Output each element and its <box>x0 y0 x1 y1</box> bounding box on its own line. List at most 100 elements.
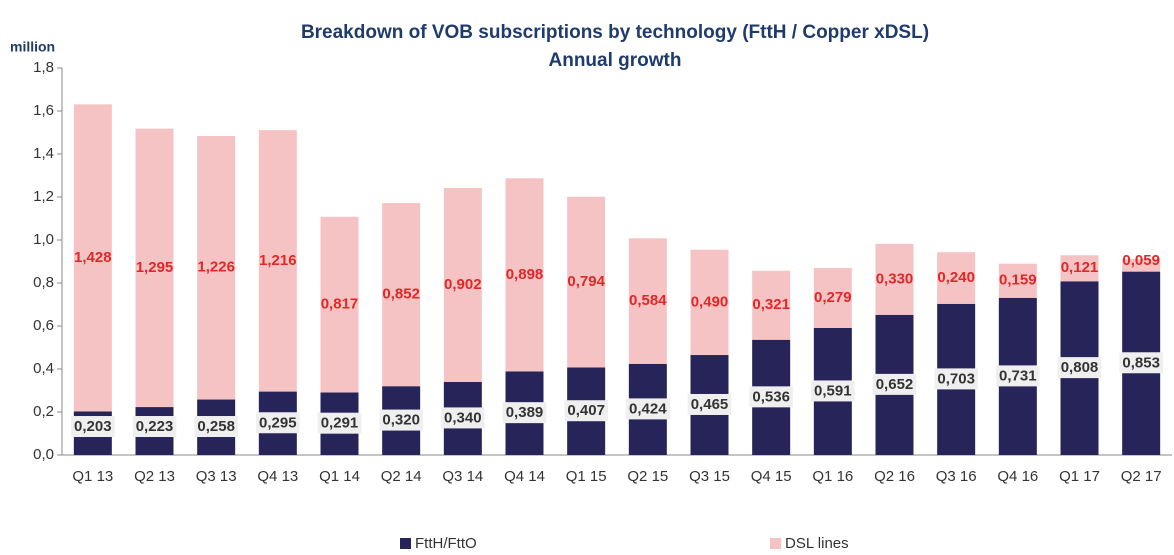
data-label-bg <box>71 416 115 438</box>
data-label-group: 0,389 <box>502 402 547 424</box>
data-label-bg <box>626 398 671 420</box>
data-label: 1,216 <box>259 252 297 269</box>
data-label-group: 0,320 <box>379 409 423 431</box>
data-label: 0,240 <box>937 269 975 286</box>
data-label-bg <box>256 412 300 434</box>
data-label-bg <box>379 409 423 431</box>
data-label: 0,340 <box>444 409 482 426</box>
x-tick-label: Q3 16 <box>936 468 977 485</box>
data-label: 0,424 <box>629 400 667 417</box>
bar-segment <box>258 130 297 392</box>
bar-segment <box>1060 255 1099 282</box>
data-label-group: 0,652 <box>872 373 917 395</box>
data-label-group: 0,258 <box>194 416 238 438</box>
bar-segment <box>505 178 544 372</box>
x-tick-label: Q4 13 <box>257 468 298 485</box>
data-label: 0,321 <box>752 296 790 313</box>
data-label: 0,902 <box>444 276 482 293</box>
bar-segment <box>998 263 1037 298</box>
y-tick-label: 1,4 <box>33 145 54 162</box>
data-label: 0,853 <box>1122 354 1160 371</box>
x-tick-label: Q1 17 <box>1059 468 1100 485</box>
data-label-bg <box>1057 357 1102 379</box>
bar-segment <box>197 135 236 400</box>
data-label-bg <box>132 416 177 438</box>
data-label: 0,223 <box>136 418 174 435</box>
data-label: 0,808 <box>1061 359 1099 376</box>
data-label-group: 0,853 <box>1119 352 1163 374</box>
x-tick-label: Q4 16 <box>997 468 1038 485</box>
data-label: 0,159 <box>999 272 1037 289</box>
y-tick-label: 1,6 <box>33 102 54 119</box>
data-label-group: 0,203 <box>71 416 115 438</box>
data-label: 0,817 <box>321 296 359 313</box>
data-label: 0,591 <box>814 382 852 399</box>
bar-segment <box>443 187 482 382</box>
x-tick-label: Q3 14 <box>442 468 483 485</box>
y-tick-label: 1,2 <box>33 188 54 205</box>
data-label: 1,226 <box>197 259 235 276</box>
data-label: 1,295 <box>136 259 174 276</box>
x-tick-label: Q2 17 <box>1121 468 1162 485</box>
data-label-bg <box>811 380 855 402</box>
data-label: 0,465 <box>691 396 729 413</box>
data-label: 0,330 <box>876 270 914 287</box>
data-label-bg <box>1119 352 1163 374</box>
bar-segment <box>135 128 174 408</box>
x-tick-label: Q3 13 <box>196 468 237 485</box>
data-label: 0,898 <box>506 266 544 283</box>
data-label: 0,389 <box>506 404 544 421</box>
x-tick-label: Q1 16 <box>812 468 853 485</box>
data-label: 0,731 <box>999 367 1037 384</box>
data-label-group: 0,536 <box>749 386 793 408</box>
x-tick-label: Q1 13 <box>72 468 113 485</box>
data-label-bg <box>749 386 793 408</box>
data-label: 0,852 <box>382 286 420 303</box>
bar-segment <box>690 249 729 356</box>
data-label-group: 0,703 <box>934 368 978 390</box>
x-tick-label: Q1 14 <box>319 468 360 485</box>
data-label: 0,059 <box>1122 252 1160 269</box>
data-label-group: 0,291 <box>317 412 362 434</box>
x-tick-label: Q4 14 <box>504 468 545 485</box>
data-label-bg <box>564 400 608 422</box>
data-label-group: 0,465 <box>687 393 732 415</box>
y-tick-label: 0,0 <box>33 446 54 463</box>
y-tick-label: 1,0 <box>33 231 54 248</box>
data-label: 0,291 <box>321 415 359 432</box>
legend-label: FttH/FttO <box>415 535 477 552</box>
data-label: 0,121 <box>1061 259 1099 276</box>
data-label-group: 0,340 <box>441 407 485 429</box>
bar-segment <box>875 243 914 315</box>
bar-segment <box>320 216 359 393</box>
data-label-bg <box>687 393 732 415</box>
data-label: 1,428 <box>74 249 112 266</box>
data-label: 0,652 <box>876 376 914 393</box>
y-tick-label: 0,6 <box>33 317 54 334</box>
data-label-group: 0,424 <box>626 398 671 420</box>
data-label-bg <box>194 416 238 438</box>
data-label-group: 0,731 <box>996 365 1040 387</box>
bar-segment <box>628 238 667 364</box>
y-axis-label: million <box>10 39 55 55</box>
data-label: 0,203 <box>74 418 112 435</box>
y-tick-label: 1,8 <box>33 59 54 76</box>
x-tick-label: Q2 14 <box>381 468 422 485</box>
data-label-bg <box>441 407 485 429</box>
chart-title: Breakdown of VOB subscriptions by techno… <box>301 22 929 43</box>
bar-segment <box>937 252 976 304</box>
data-label: 0,536 <box>752 388 790 405</box>
data-label: 0,320 <box>382 412 420 429</box>
x-tick-label: Q4 15 <box>751 468 792 485</box>
data-label-group: 0,591 <box>811 380 855 402</box>
data-label: 0,703 <box>937 370 975 387</box>
data-label: 0,407 <box>567 402 605 419</box>
data-label-group: 0,295 <box>256 412 300 434</box>
data-label: 0,490 <box>691 293 729 310</box>
data-label-bg <box>934 368 978 390</box>
data-label-bg <box>996 365 1040 387</box>
bar-segment <box>73 104 112 412</box>
bar-segment <box>1122 258 1161 272</box>
chart-subtitle: Annual growth <box>549 50 682 71</box>
